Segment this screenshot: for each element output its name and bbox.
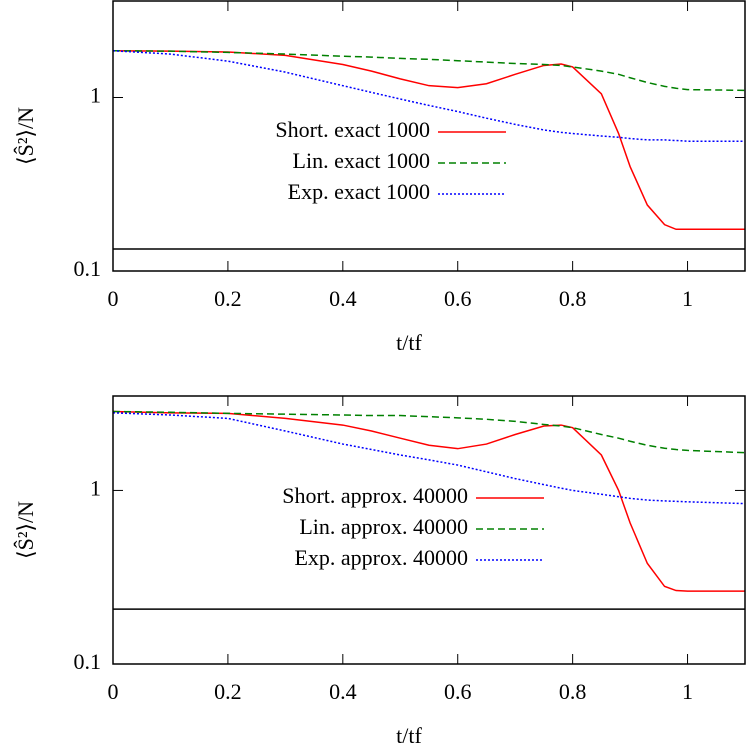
data-line xyxy=(112,50,745,231)
x-tick-label: 0.4 xyxy=(329,679,357,704)
plot-frame xyxy=(112,395,746,665)
x-tick-label: 0.2 xyxy=(214,679,242,704)
x-tick-label: 1 xyxy=(682,679,693,704)
legend-label: Short. exact 1000 xyxy=(275,117,430,142)
legend-label: Lin. approx. 40000 xyxy=(299,514,468,539)
plot-frame xyxy=(112,0,746,272)
y-axis-label: ⟨Ŝ²⟩/N xyxy=(13,107,38,165)
y-tick-label: 0.1 xyxy=(74,649,102,674)
data-line xyxy=(112,410,745,592)
data-line xyxy=(112,50,745,142)
x-tick-label: 0 xyxy=(108,679,119,704)
legend-label: Exp. exact 1000 xyxy=(288,179,430,204)
x-tick-label: 0.2 xyxy=(214,286,242,311)
legend-label: Exp. approx. 40000 xyxy=(294,545,468,570)
x-tick-label: 0.4 xyxy=(329,286,357,311)
x-tick-label: 1 xyxy=(682,286,693,311)
x-tick-label: 0 xyxy=(108,286,119,311)
y-tick-label: 1 xyxy=(90,475,101,500)
data-line xyxy=(112,410,746,454)
y-tick-label: 1 xyxy=(90,83,101,108)
x-tick-label: 0.8 xyxy=(559,286,587,311)
y-tick-label: 0.1 xyxy=(74,256,102,281)
x-tick-label: 0.8 xyxy=(559,679,587,704)
x-tick-label: 0.6 xyxy=(444,679,472,704)
data-line xyxy=(112,50,746,92)
x-axis-label: t/tf xyxy=(396,330,422,355)
legend-label: Short. approx. 40000 xyxy=(282,483,468,508)
legend-label: Lin. exact 1000 xyxy=(293,148,430,173)
x-tick-label: 0.6 xyxy=(444,286,472,311)
x-axis-label: t/tf xyxy=(396,723,422,748)
y-axis-label: ⟨Ŝ²⟩/N xyxy=(13,501,38,559)
